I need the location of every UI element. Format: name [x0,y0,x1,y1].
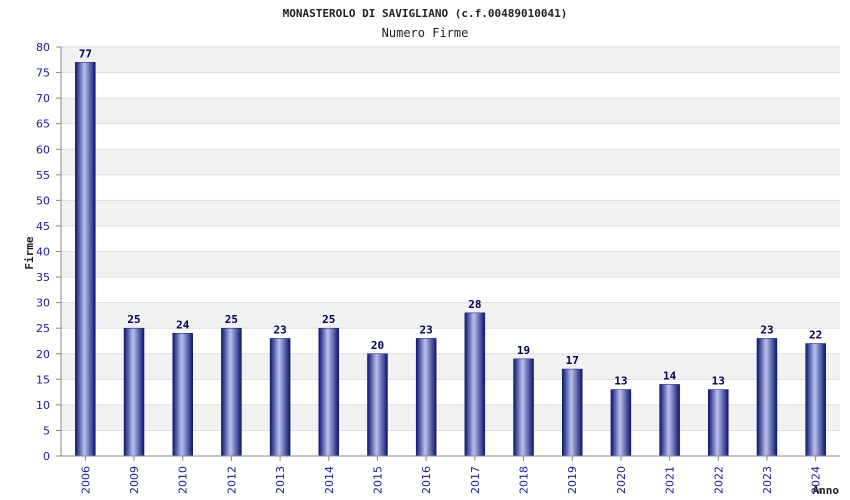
data-label: 25 [127,313,140,326]
bar [561,368,583,457]
data-label: 77 [79,47,92,60]
x-tick-label: 2015 [371,466,384,494]
bar [513,358,534,457]
grid-band [61,149,840,175]
grid-band [61,174,840,201]
bar [756,338,778,457]
y-tick-label: 55 [36,169,50,182]
y-tick-label: 15 [36,373,50,386]
grid-band [61,277,840,303]
bar [221,327,242,457]
y-tick-label: 0 [43,450,50,463]
y-axis-ticks: 0 5 10 15 20 25 30 35 40 45 50 55 60 65 70 75 80 [36,41,61,463]
y-tick-label: 20 [36,348,50,361]
x-tick-label: 2014 [323,466,336,494]
grid-band [61,123,840,150]
bar [464,312,486,457]
x-tick-label: 2012 [225,466,238,494]
data-label: 14 [663,369,677,382]
chart-title: MONASTEROLO DI SAVIGLIANO (c.f.004890100… [283,7,568,20]
bar [269,338,291,457]
x-tick-label: 2020 [615,466,628,494]
grid-band [61,47,840,73]
x-axis-ticks: 2006 2009 2010 2012 2013 2014 2015 2016 2017 2018… [79,456,823,494]
data-label: 13 [712,375,725,388]
grid-band [61,200,840,226]
y-tick-label: 25 [36,322,50,335]
x-tick-label: 2024 [810,466,823,494]
grid-band [61,251,840,278]
bar [367,353,388,457]
y-axis-label: Firme [23,236,36,269]
y-tick-label: 60 [36,143,50,156]
grid-band [61,225,840,252]
data-label: 28 [468,298,481,311]
grid-band [61,98,840,124]
y-tick-label: 45 [36,220,50,233]
y-tick-label: 50 [36,194,50,207]
x-tick-label: 2017 [469,466,482,494]
x-tick-label: 2006 [79,466,92,494]
x-axis-label: Anno [813,484,840,497]
x-tick-label: 2016 [420,466,433,494]
x-tick-label: 2023 [761,466,774,494]
bar [610,389,632,457]
bars: 77 25 24 25 23 25 20 23 28 19 17 13 14 13 23 22 [75,47,826,457]
data-label: 23 [760,323,773,336]
y-tick-label: 65 [36,118,50,131]
y-tick-label: 35 [36,271,50,284]
x-tick-label: 2019 [566,466,579,494]
data-label: 23 [420,323,433,336]
bar [708,389,729,457]
x-tick-label: 2018 [518,466,531,494]
data-label: 17 [566,354,579,367]
chart-subtitle: Numero Firme [382,26,469,40]
x-tick-label: 2009 [128,466,141,494]
data-label: 25 [225,313,238,326]
bar [805,343,826,457]
data-label: 19 [517,344,530,357]
bar [415,338,437,457]
y-tick-label: 40 [36,246,50,259]
y-tick-label: 80 [36,41,50,54]
data-label: 24 [176,318,190,331]
x-tick-label: 2013 [274,466,287,494]
y-tick-label: 75 [36,67,50,80]
x-tick-label: 2010 [177,466,190,494]
grid-band [61,72,840,99]
data-label: 13 [614,375,627,388]
data-label: 23 [273,323,286,336]
y-tick-label: 5 [43,424,50,437]
x-tick-label: 2021 [664,466,677,494]
data-label: 25 [322,313,335,326]
y-tick-label: 70 [36,92,50,105]
bar [75,62,96,457]
y-tick-label: 30 [36,297,50,310]
grid-band [61,302,840,329]
x-tick-label: 2022 [712,466,725,494]
data-label: 20 [371,339,384,352]
bar [659,384,680,457]
data-label: 22 [809,329,822,342]
bar [123,327,145,457]
y-tick-label: 10 [36,399,50,412]
bar [172,333,193,457]
bar [318,327,340,457]
